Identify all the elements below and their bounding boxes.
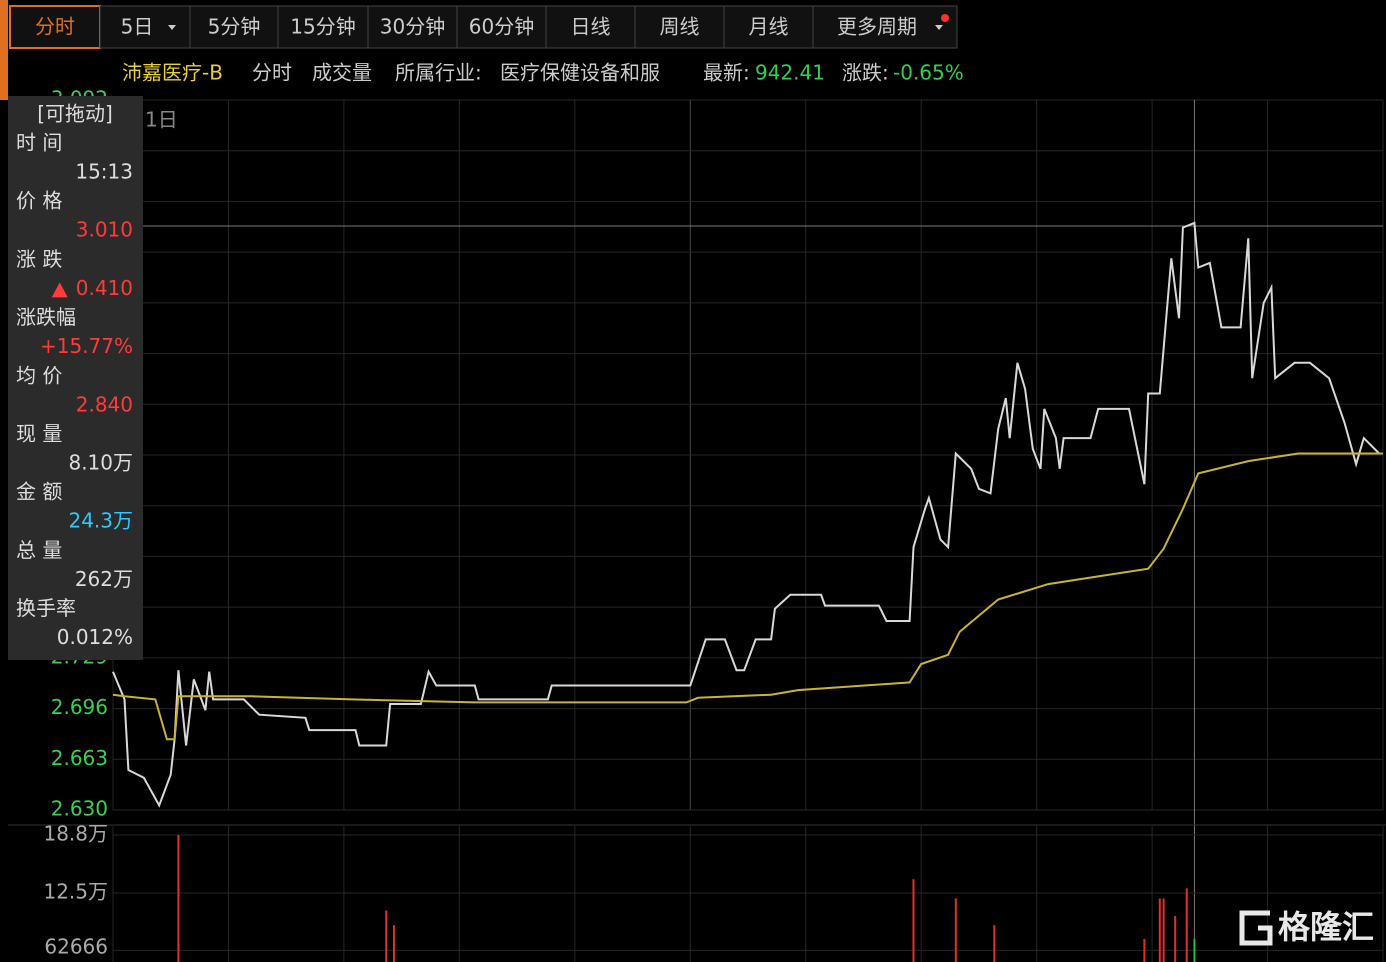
watermark-text: 格隆汇 bbox=[1278, 908, 1374, 946]
volume-bar bbox=[177, 835, 180, 962]
tooltip-value: +15.77% bbox=[40, 334, 133, 358]
y-tick-label: 2.663 bbox=[51, 746, 108, 770]
tooltip-label: 换手率 bbox=[16, 596, 76, 620]
volume-bar bbox=[392, 925, 395, 962]
tooltip-value: 2.840 bbox=[76, 392, 133, 416]
tab-label: 月线 bbox=[749, 15, 789, 39]
volume-bar bbox=[954, 898, 957, 962]
change-label: 涨跌: bbox=[842, 61, 889, 85]
tab-label: 30分钟 bbox=[380, 15, 445, 39]
tooltip-value: 262万 bbox=[75, 567, 133, 591]
volume-bar bbox=[1185, 888, 1188, 962]
volume-bar bbox=[1193, 938, 1196, 962]
tab[interactable] bbox=[723, 5, 814, 49]
tab[interactable] bbox=[99, 5, 191, 49]
left-accent bbox=[0, 0, 8, 100]
tab-label: 5日 bbox=[121, 15, 154, 39]
tab-label: 周线 bbox=[660, 15, 700, 39]
tooltip-value: 8.10万 bbox=[68, 451, 133, 475]
tooltip-label: 金 额 bbox=[16, 480, 62, 504]
header-item: 所属行业: bbox=[395, 61, 482, 85]
volume-tick-label: 18.8万 bbox=[43, 822, 108, 846]
tooltip-value: 0.410 bbox=[76, 276, 133, 300]
watermark-logo bbox=[1239, 910, 1273, 946]
tooltip-label: 涨跌幅 bbox=[16, 305, 76, 329]
y-tick-label: 2.630 bbox=[51, 797, 108, 821]
tooltip-label: 总 量 bbox=[16, 538, 62, 562]
tooltip-box bbox=[8, 96, 143, 660]
volume-tick-label: 12.5万 bbox=[43, 879, 108, 903]
volume-bar bbox=[385, 910, 388, 962]
volume-bar bbox=[912, 879, 915, 962]
tab-label: 5分钟 bbox=[208, 15, 261, 39]
tab-label: 日线 bbox=[571, 15, 611, 39]
tooltip-label: 价 格 bbox=[16, 189, 62, 213]
header-item: 成交量 bbox=[312, 61, 372, 85]
tooltip-label: 均 价 bbox=[16, 363, 62, 387]
volume-bar bbox=[1162, 898, 1165, 962]
dropdown-arrow bbox=[935, 25, 943, 30]
date-label: 1日 bbox=[145, 108, 178, 132]
y-tick-label: 2.696 bbox=[51, 695, 108, 719]
price-line bbox=[112, 221, 1380, 808]
stock-name: 沛嘉医疗-B bbox=[122, 61, 223, 85]
tab-label: 更多周期 bbox=[837, 15, 917, 39]
tab[interactable] bbox=[456, 5, 547, 49]
volume-bar bbox=[1174, 915, 1177, 962]
tooltip-label: 涨 跌 bbox=[16, 247, 62, 271]
volume-bar bbox=[1143, 938, 1146, 962]
tooltip-title: [可拖动] bbox=[37, 102, 113, 126]
tooltip-value: 3.010 bbox=[76, 218, 133, 242]
tooltip-value: 24.3万 bbox=[68, 509, 133, 533]
tab-label: 15分钟 bbox=[290, 15, 355, 39]
header-item: 医疗保健设备和服 bbox=[500, 61, 660, 85]
volume-bar bbox=[1158, 898, 1161, 962]
tab[interactable] bbox=[812, 5, 958, 49]
tooltip-value: 15:13 bbox=[75, 160, 133, 184]
tooltip-value: 0.012% bbox=[57, 625, 133, 649]
notify-dot bbox=[941, 14, 949, 22]
tab-label: 分时 bbox=[35, 15, 75, 39]
change-value: -0.65% bbox=[893, 61, 964, 85]
up-arrow bbox=[51, 282, 68, 298]
header-item: 分时 bbox=[252, 61, 292, 85]
price-line bbox=[112, 452, 1383, 741]
latest-label: 最新: bbox=[703, 61, 750, 85]
latest-value: 942.41 bbox=[755, 61, 825, 85]
volume-bar bbox=[993, 925, 996, 962]
tooltip-label: 时 间 bbox=[16, 131, 62, 155]
tab-label: 60分钟 bbox=[469, 15, 534, 39]
tooltip-label: 现 量 bbox=[16, 422, 62, 446]
dropdown-arrow bbox=[168, 25, 176, 30]
tab[interactable] bbox=[9, 5, 101, 49]
tab[interactable] bbox=[189, 5, 279, 49]
volume-tick-label: 62666 bbox=[44, 935, 108, 959]
